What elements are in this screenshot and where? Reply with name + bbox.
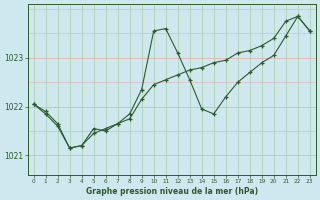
X-axis label: Graphe pression niveau de la mer (hPa): Graphe pression niveau de la mer (hPa) (86, 187, 258, 196)
